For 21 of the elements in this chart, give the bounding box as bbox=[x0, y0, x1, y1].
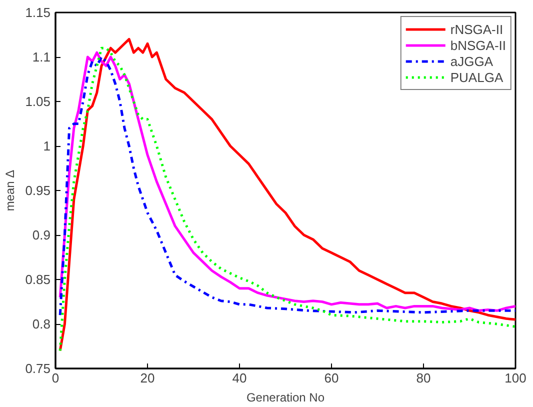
x-tick-label: 20 bbox=[140, 370, 155, 386]
x-tick-label: 40 bbox=[232, 370, 247, 386]
legend-label: rNSGA-II bbox=[450, 21, 504, 37]
y-axis-title: mean Δ bbox=[3, 170, 18, 212]
x-tick-label: 60 bbox=[324, 370, 339, 386]
legend-label: bNSGA-II bbox=[450, 37, 506, 53]
y-tick-label: 0.95 bbox=[25, 183, 51, 198]
y-tick-label: 1 bbox=[43, 138, 51, 154]
x-tick-label: 0 bbox=[52, 370, 60, 386]
y-tick-label: 1.1 bbox=[32, 50, 51, 64]
y-tick-label: 1.05 bbox=[25, 94, 51, 109]
x-tick-label: 100 bbox=[504, 370, 526, 386]
y-tick-label: 1.15 bbox=[25, 5, 51, 20]
legend-label: PUALGA bbox=[450, 69, 504, 85]
x-tick-label: 80 bbox=[416, 370, 431, 386]
y-tick-label: 0.85 bbox=[25, 272, 51, 287]
legend-label: aJGGA bbox=[450, 53, 493, 69]
x-axis-title: Generation No bbox=[246, 390, 325, 404]
y-tick-label: 0.9 bbox=[32, 228, 51, 242]
y-tick-label: 0.8 bbox=[32, 316, 51, 332]
y-tick-label: 0.75 bbox=[25, 361, 51, 376]
